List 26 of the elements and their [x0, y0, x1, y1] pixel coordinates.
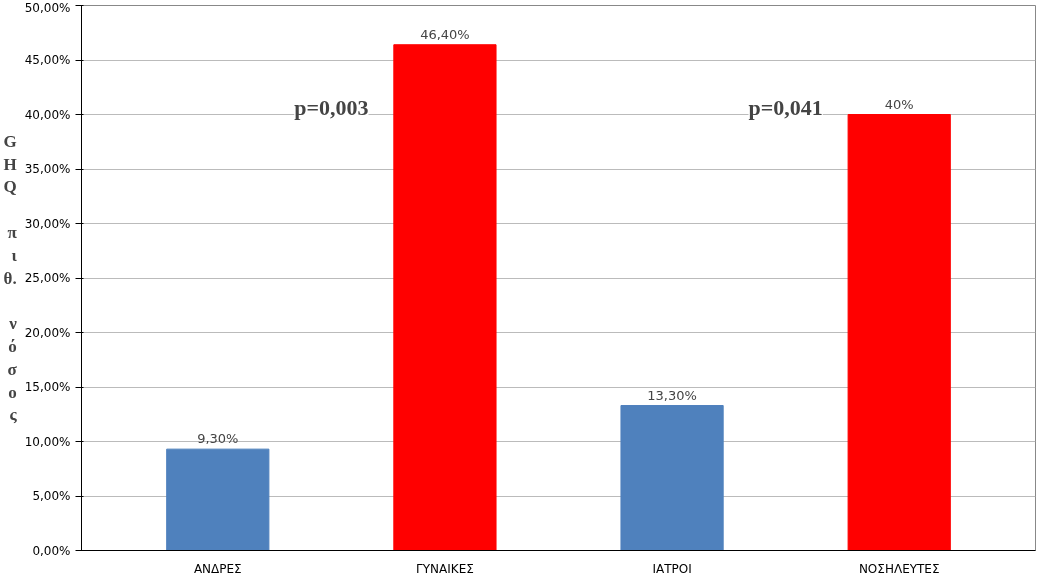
y-tick-label: 20,00% — [24, 325, 71, 340]
x-tick-label: ΙΑΤΡΟΙ — [652, 561, 692, 576]
annotation: p=0,003 — [294, 94, 369, 120]
y-tick-label: 5,00% — [32, 489, 71, 503]
bar — [166, 448, 270, 551]
data-label: 13,30% — [647, 387, 697, 403]
y-tick-label: 40,00% — [24, 107, 71, 122]
y-tick-label: 35,00% — [24, 162, 71, 176]
data-label: 40% — [884, 96, 914, 112]
bar — [847, 114, 951, 551]
annotation: p=0,041 — [748, 94, 823, 120]
x-tick-label: ΑΝΔΡΕΣ — [193, 561, 242, 576]
y-tick-label: 45,00% — [24, 53, 71, 67]
data-label: 9,30% — [197, 431, 239, 447]
y-tick-label: 30,00% — [24, 216, 71, 231]
data-label: 46,40% — [420, 26, 470, 42]
y-tick-label: 15,00% — [24, 380, 71, 394]
x-tick-label: ΝΟΣΗΛΕΥΤΕΣ — [858, 561, 940, 576]
x-tick-label: ΓΥΝΑΙΚΕΣ — [416, 561, 474, 576]
text: GHQ πιθ. νόσος — [3, 131, 17, 425]
bar — [393, 44, 497, 551]
bar — [620, 405, 724, 551]
y-tick-label: 25,00% — [24, 271, 71, 285]
y-tick-label: 10,00% — [24, 434, 71, 449]
y-tick-label: 0,00% — [32, 543, 71, 558]
y-tick-label: 50,00% — [24, 0, 71, 15]
